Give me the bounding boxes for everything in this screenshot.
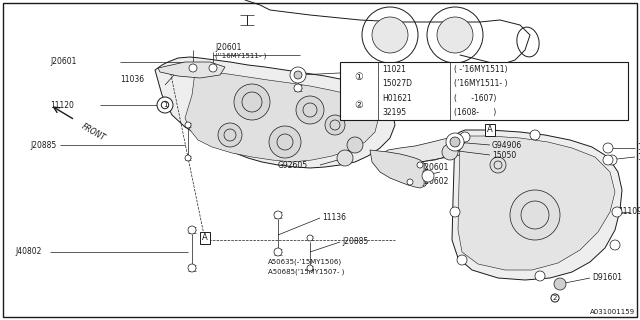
Text: 2: 2 (553, 295, 557, 301)
Circle shape (446, 133, 464, 151)
Circle shape (274, 211, 282, 219)
Text: ( -’16MY1511): ( -’16MY1511) (454, 65, 508, 74)
Text: ②: ② (355, 100, 364, 110)
Text: 15027D: 15027D (382, 79, 412, 88)
Polygon shape (452, 130, 622, 280)
Polygon shape (185, 72, 378, 162)
Circle shape (535, 271, 545, 281)
Text: J20601: J20601 (50, 58, 76, 67)
Circle shape (307, 235, 313, 241)
Text: J20885( -’16MY1511): J20885( -’16MY1511) (422, 79, 496, 85)
Circle shape (189, 64, 197, 72)
Circle shape (510, 190, 560, 240)
Text: A50635(-’15MY1506): A50635(-’15MY1506) (268, 259, 342, 265)
Text: A: A (487, 125, 493, 134)
Text: A: A (202, 234, 208, 243)
Circle shape (457, 255, 467, 265)
Text: 32195: 32195 (382, 108, 406, 117)
Text: D91601: D91601 (592, 274, 622, 283)
Text: A40825(’16MY1511- ): A40825(’16MY1511- ) (422, 87, 499, 93)
Text: 11120: 11120 (50, 100, 74, 109)
Text: J20602: J20602 (422, 178, 449, 187)
Circle shape (347, 137, 363, 153)
Text: 11122: 11122 (637, 143, 640, 153)
Circle shape (603, 155, 613, 165)
Text: (1608-      ): (1608- ) (454, 108, 496, 117)
Circle shape (307, 265, 313, 271)
Text: J20885: J20885 (30, 140, 56, 149)
Circle shape (450, 207, 460, 217)
Circle shape (294, 84, 302, 92)
Text: J40802: J40802 (15, 247, 42, 257)
Text: G92605: G92605 (278, 161, 308, 170)
Circle shape (442, 144, 458, 160)
Text: 11021: 11021 (382, 65, 406, 74)
Text: 11122: 11122 (637, 153, 640, 162)
Polygon shape (155, 57, 395, 168)
Text: (’16MY1511- ): (’16MY1511- ) (454, 79, 508, 88)
Circle shape (358, 94, 366, 102)
Text: ①: ① (355, 71, 364, 82)
Circle shape (603, 143, 613, 153)
Text: H01621: H01621 (382, 94, 412, 103)
Text: G93203: G93203 (362, 68, 392, 76)
Circle shape (612, 207, 622, 217)
Circle shape (290, 67, 306, 83)
Circle shape (607, 155, 617, 165)
Circle shape (460, 132, 470, 142)
Circle shape (372, 17, 408, 53)
Circle shape (185, 155, 191, 161)
Circle shape (234, 84, 270, 120)
Polygon shape (370, 150, 430, 188)
Circle shape (530, 130, 540, 140)
Circle shape (407, 179, 413, 185)
Circle shape (269, 126, 301, 158)
Text: G94906: G94906 (492, 140, 522, 149)
Circle shape (188, 226, 196, 234)
Circle shape (374, 106, 382, 114)
Bar (340, 62, 628, 120)
Text: 1: 1 (163, 102, 167, 108)
Polygon shape (458, 136, 615, 270)
Polygon shape (385, 134, 465, 162)
Text: 11109: 11109 (618, 207, 640, 217)
Circle shape (337, 150, 353, 166)
Circle shape (188, 264, 196, 272)
Circle shape (554, 278, 566, 290)
Text: FRONT: FRONT (80, 122, 107, 143)
Text: 11136: 11136 (322, 213, 346, 222)
Circle shape (437, 17, 473, 53)
Circle shape (610, 240, 620, 250)
Circle shape (490, 157, 506, 173)
Circle shape (325, 115, 345, 135)
Polygon shape (158, 62, 225, 78)
Text: 15050: 15050 (492, 150, 516, 159)
Circle shape (296, 96, 324, 124)
Text: ('’16MY1511- ): ('’16MY1511- ) (215, 53, 266, 59)
Circle shape (422, 170, 434, 182)
Circle shape (218, 123, 242, 147)
Circle shape (294, 71, 302, 79)
Circle shape (185, 122, 191, 128)
Text: (      -1607): ( -1607) (454, 94, 497, 103)
Circle shape (450, 137, 460, 147)
Text: 11036: 11036 (120, 76, 144, 84)
Text: J20885: J20885 (342, 237, 368, 246)
Text: A50685(’15MY1507- ): A50685(’15MY1507- ) (268, 269, 344, 275)
Text: A031001159: A031001159 (590, 309, 635, 315)
Circle shape (274, 248, 282, 256)
Text: J20601: J20601 (422, 164, 449, 172)
Text: A9106: A9106 (405, 106, 429, 115)
Text: J20601: J20601 (215, 44, 241, 52)
Circle shape (417, 162, 423, 168)
Circle shape (157, 97, 173, 113)
Circle shape (209, 64, 217, 72)
